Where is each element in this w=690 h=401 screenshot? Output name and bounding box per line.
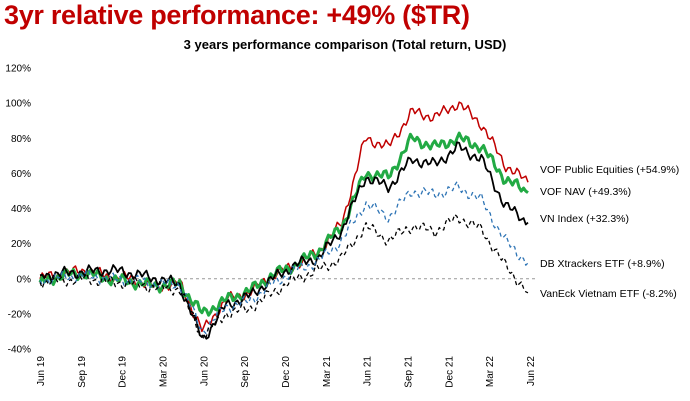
series-label-vaneck: VanEck Vietnam ETF (-8.2%) — [540, 288, 677, 300]
series-label-db_xtrackers: DB Xtrackers ETF (+8.9%) — [540, 258, 665, 270]
series-line-db_xtrackers — [39, 181, 529, 335]
series-label-vn_index: VN Index (+32.3%) — [540, 213, 629, 225]
x-tick-label: Sep 20 — [240, 356, 251, 388]
series-line-vof_nav — [38, 131, 529, 317]
y-tick-label: 0% — [17, 274, 32, 285]
series-line-vaneck — [39, 213, 529, 341]
chart-subtitle: 3 years performance comparison (Total re… — [183, 37, 507, 52]
y-tick-label: 60% — [11, 169, 31, 180]
y-tick-label: -20% — [8, 309, 31, 320]
x-tick-label: Sep 19 — [77, 356, 88, 388]
series-label-vof_public_equities: VOF Public Equities (+54.9%) — [540, 164, 679, 176]
x-tick-label: Dec 21 — [444, 356, 455, 388]
y-tick-label: 100% — [5, 99, 31, 110]
series-lines — [38, 101, 529, 341]
y-tick-label: -40% — [8, 345, 31, 356]
x-tick-label: Jun 21 — [363, 356, 374, 386]
y-tick-label: 40% — [11, 204, 31, 215]
series-line-vn_index — [39, 141, 529, 340]
y-tick-label: 80% — [11, 134, 31, 145]
x-tick-label: Jun 19 — [36, 356, 47, 386]
x-tick-label: Jun 20 — [199, 356, 210, 386]
x-tick-label: Dec 19 — [118, 356, 129, 388]
series-label-vof_nav: VOF NAV (+49.3%) — [540, 186, 631, 198]
y-tick-label: 120% — [5, 64, 31, 75]
series-line-vof_public_equities — [39, 101, 529, 333]
series-labels: VOF Public Equities (+54.9%) VOF NAV (+49… — [540, 164, 679, 300]
y-tick-label: 20% — [11, 239, 31, 250]
headline: 3yr relative performance: +49% ($TR) — [4, 0, 470, 30]
x-tick-label: Dec 20 — [281, 356, 292, 388]
x-tick-label: Mar 21 — [322, 356, 333, 388]
x-tick-label: Sep 21 — [404, 356, 415, 388]
x-tick-label: Mar 20 — [159, 356, 170, 388]
x-tick-label: Jun 22 — [526, 356, 537, 386]
x-tick-label: Mar 22 — [485, 356, 496, 388]
x-axis: Jun 19 Sep 19 Dec 19 Mar 20 Jun 20 Sep 20 Dec … — [36, 356, 537, 388]
